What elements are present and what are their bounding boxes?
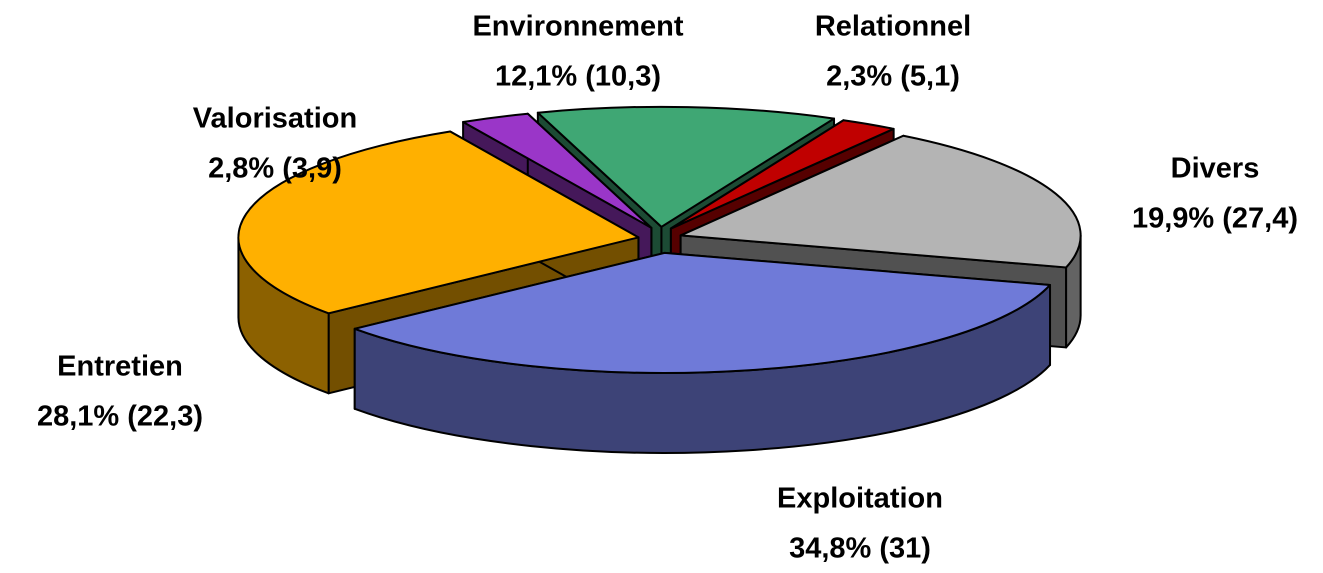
value-label: 2,8% (3,9)	[208, 153, 342, 185]
slice-top	[353, 251, 1052, 374]
slice-top	[237, 130, 640, 315]
slice-top	[679, 134, 1082, 269]
slice-top	[462, 112, 653, 229]
slice-top	[536, 105, 836, 228]
value-label: 19,9% (27,4)	[1132, 203, 1298, 235]
slice	[353, 251, 1052, 454]
value-label: 28,1% (22,3)	[37, 401, 203, 433]
value-label: 34,8% (31)	[789, 533, 931, 565]
slice-label: Valorisation	[193, 103, 357, 135]
slice-label: Divers	[1171, 153, 1260, 185]
slice-label: Relationnel	[815, 11, 971, 43]
value-label: 12,1% (10,3)	[495, 61, 661, 93]
slice-label: Environnement	[472, 11, 683, 43]
slice-label: Exploitation	[777, 483, 943, 515]
slice-top	[669, 119, 895, 230]
slice-label: Entretien	[57, 351, 183, 383]
value-label: 2,3% (5,1)	[826, 61, 960, 93]
